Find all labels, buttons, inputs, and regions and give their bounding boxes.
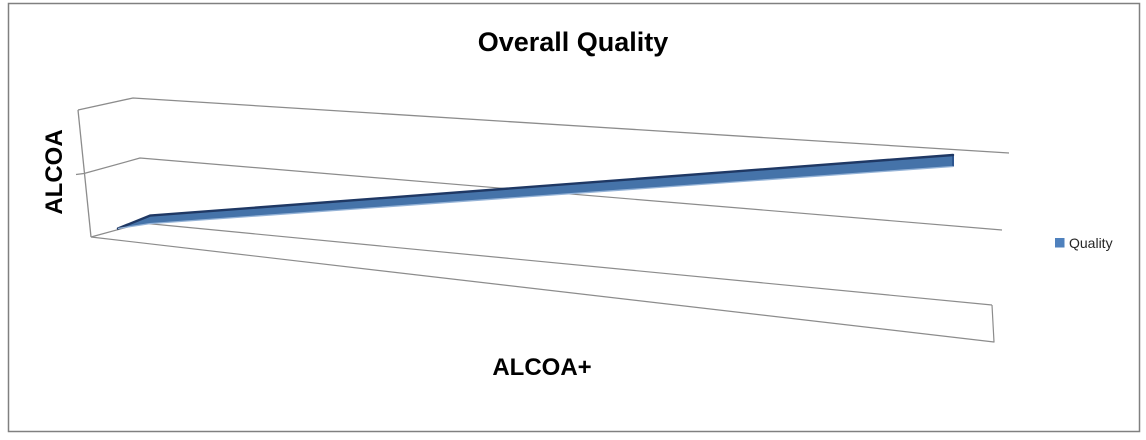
ribbon-body: [118, 155, 953, 229]
ribbon-bottom-edge: [117, 165, 954, 230]
wall-top-edges: [77, 97, 1010, 154]
x-axis-title: ALCOA+: [492, 354, 591, 381]
legend-label: Quality: [1069, 235, 1113, 251]
floor-front-edges: [90, 236, 995, 343]
legend-marker-icon: [1055, 238, 1065, 248]
chart-title: Overall Quality: [478, 27, 669, 57]
quality-series-ribbon: [116, 153, 955, 230]
ribbon-top-edge: [116, 153, 955, 230]
legend: Quality: [1055, 235, 1113, 251]
y-axis-title: ALCOA: [41, 129, 68, 214]
